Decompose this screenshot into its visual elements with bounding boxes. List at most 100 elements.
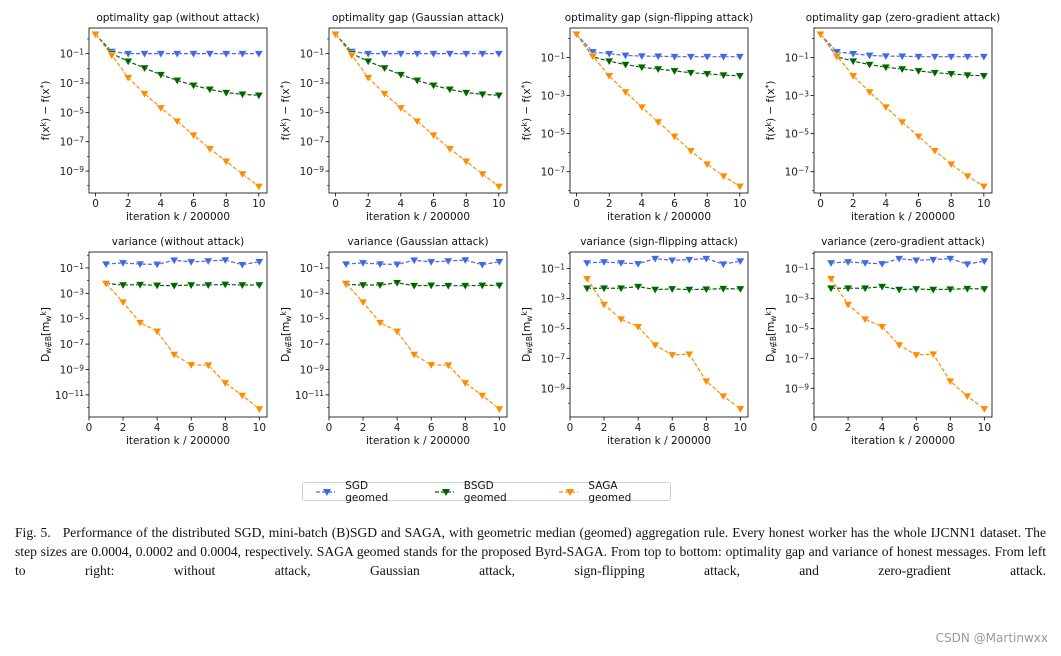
data-point (460, 256, 470, 265)
subplot-title: variance (sign-flipping attack) (580, 236, 738, 248)
y-axis-label: f(xk) − f(x*) (39, 81, 52, 141)
data-point (604, 72, 614, 81)
data-point (864, 88, 875, 97)
data-point (254, 183, 264, 192)
data-point (701, 255, 711, 264)
data-point (930, 53, 940, 62)
data-point (620, 88, 631, 97)
data-point (139, 50, 150, 59)
data-point (686, 53, 696, 62)
data-point (930, 69, 940, 78)
y-tick-label: 10−1 (300, 262, 325, 275)
data-point (203, 257, 213, 266)
subplot-title: optimality gap (zero-gradient attack) (806, 12, 1001, 24)
axes-frame (813, 27, 993, 194)
x-tick-label: 8 (463, 198, 470, 210)
data-point (221, 158, 231, 166)
data-point (156, 50, 166, 59)
data-point (118, 259, 128, 268)
series-line (587, 286, 741, 291)
data-point (962, 392, 972, 401)
y-tick-label: 10−5 (785, 322, 810, 335)
series-bsgd (330, 31, 504, 100)
legend-marker-icon (434, 488, 454, 496)
y-tick-label: 10−9 (541, 382, 566, 395)
x-tick-label: 10 (493, 422, 506, 434)
x-axis-label: iteration k / 200000 (126, 435, 230, 447)
data-point (894, 286, 904, 295)
y-tick-label: 10−11 (295, 389, 324, 402)
data-point (650, 255, 660, 264)
x-axis-label: iteration k / 200000 (366, 435, 470, 447)
data-point (633, 260, 643, 269)
data-point (826, 285, 836, 293)
y-tick-label: 10−7 (60, 136, 85, 149)
legend-marker-icon (316, 488, 336, 496)
data-point (702, 70, 712, 79)
data-point (358, 259, 368, 268)
axes-frame (328, 27, 508, 194)
data-point (172, 50, 182, 59)
y-tick-label: 10−1 (60, 47, 85, 60)
data-point (911, 351, 921, 360)
data-point (962, 260, 972, 269)
axes-frame (813, 251, 993, 418)
axes-frame (328, 251, 508, 418)
data-point (843, 285, 853, 293)
series-sgd (826, 255, 989, 269)
data-point (946, 160, 956, 169)
subplot: variance (Gaussian attack) 0 2 4 6 8 10 10−1 10−… (279, 236, 508, 447)
data-point (894, 341, 904, 350)
data-point (409, 257, 419, 265)
data-point (860, 315, 870, 324)
y-tick-label: 10−9 (60, 363, 85, 376)
data-point (152, 328, 162, 336)
data-point (946, 70, 956, 79)
watermark: CSDN @Martinwxx (935, 631, 1048, 645)
series-saga (571, 30, 745, 191)
x-tick-label: 4 (879, 422, 886, 434)
data-point (897, 53, 907, 61)
data-point (358, 298, 368, 307)
data-point (203, 361, 213, 370)
series-line (830, 278, 985, 410)
data-point (123, 58, 133, 66)
data-point (637, 52, 647, 61)
data-point (477, 261, 487, 270)
data-point (616, 285, 626, 293)
data-point (156, 104, 166, 113)
x-tick-label: 10 (977, 198, 990, 210)
data-point (877, 323, 887, 332)
data-point (633, 283, 643, 292)
subplot-title: variance (Gaussian attack) (347, 236, 488, 248)
data-point (118, 281, 128, 290)
data-point (616, 315, 626, 324)
data-point (913, 53, 924, 62)
subplot-title: optimality gap (sign-flipping attack) (565, 12, 753, 24)
data-point (169, 257, 179, 265)
x-tick-label: 0 (567, 422, 574, 434)
subplot-title: optimality gap (Gaussian attack) (332, 12, 504, 24)
legend-label: SGD geomed (345, 479, 389, 504)
data-point (254, 258, 264, 267)
data-point (945, 255, 955, 264)
data-point (220, 379, 230, 388)
data-point (363, 74, 373, 83)
x-tick-label: 0 (92, 198, 99, 210)
legend: SGD geomed BSGD geomed SAGA geomed (302, 479, 671, 504)
subplot: variance (without attack) 0 2 4 6 8 10 10−1 10−3… (39, 236, 268, 447)
x-tick-label: 0 (332, 198, 339, 210)
data-point (409, 282, 419, 291)
series-line (345, 259, 500, 266)
data-point (396, 71, 406, 80)
data-point (735, 72, 745, 81)
data-point (582, 285, 592, 293)
x-tick-label: 10 (733, 198, 746, 210)
data-point (669, 67, 680, 76)
series-sgd (341, 256, 504, 270)
series-bsgd (90, 31, 264, 100)
data-point (237, 281, 247, 290)
data-point (718, 285, 728, 294)
x-tick-label: 2 (850, 198, 857, 210)
series-sgd (101, 256, 264, 270)
